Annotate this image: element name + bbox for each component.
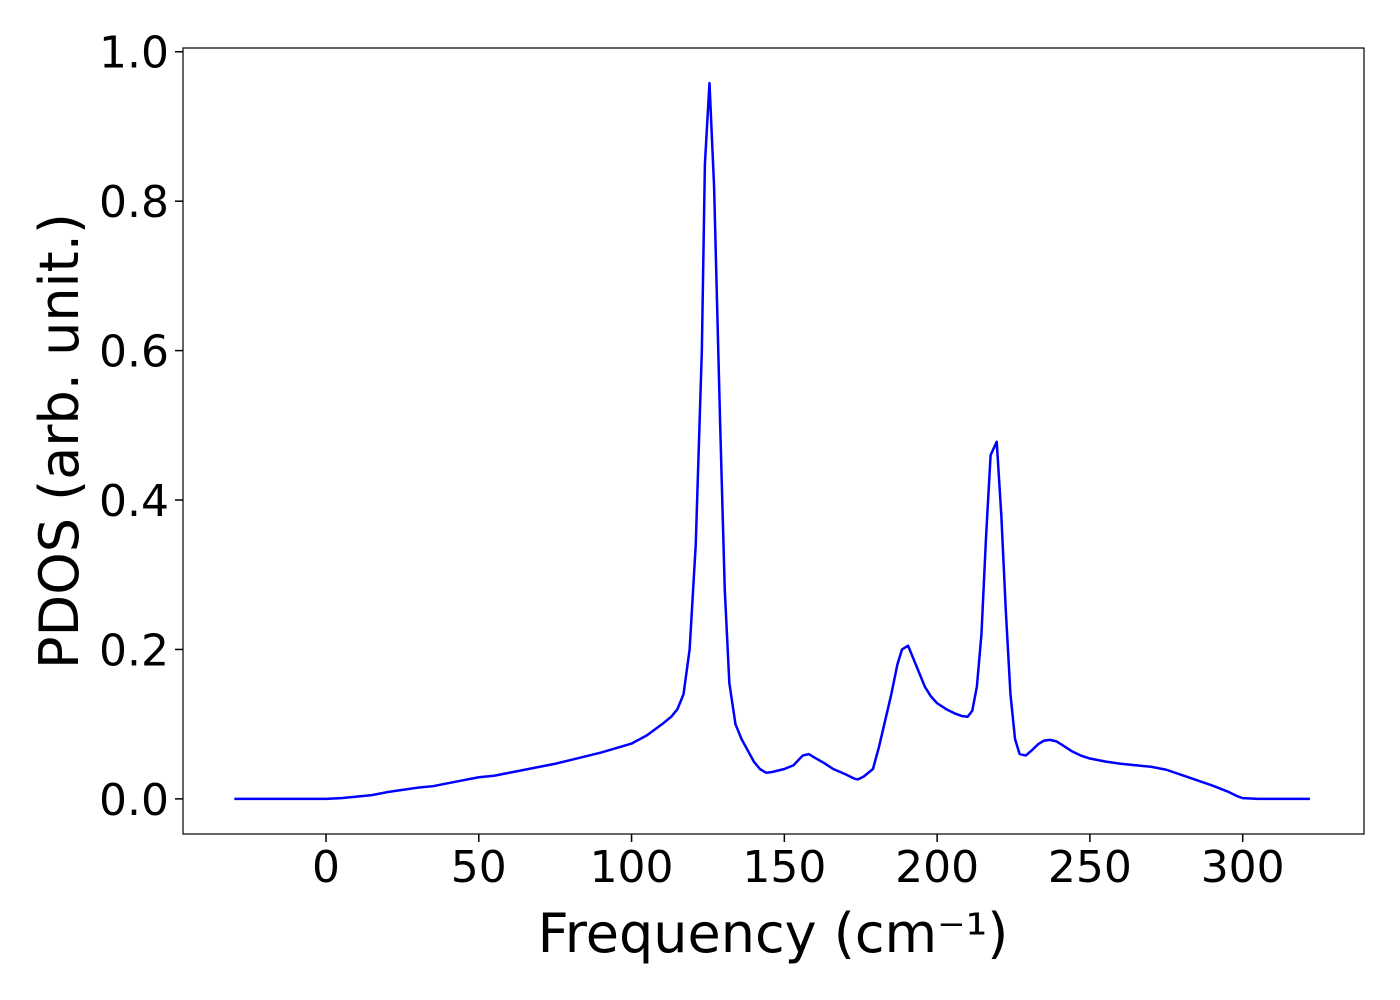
y-tick-label: 0.4: [99, 476, 169, 527]
y-tick-label: 0.6: [99, 327, 169, 378]
x-tick-label: 150: [742, 842, 826, 893]
x-tick-label: 200: [895, 842, 979, 893]
x-axis-label: Frequency (cm⁻¹): [538, 902, 1009, 965]
plot-frame: [182, 47, 1365, 835]
y-tick-label: 0.2: [99, 625, 169, 676]
x-tick-label: 300: [1201, 842, 1285, 893]
y-tick-label: 0.8: [99, 177, 169, 228]
x-tick-label: 50: [451, 842, 507, 893]
y-axis-label: PDOS (arb. unit.): [28, 213, 91, 669]
data-line: [234, 81, 1310, 801]
y-tick-label: 0.0: [99, 775, 169, 826]
x-tick-label: 0: [312, 842, 340, 893]
y-tick-label: 1.0: [99, 28, 169, 79]
x-tick-label: 100: [590, 842, 674, 893]
x-tick-label: 250: [1048, 842, 1132, 893]
